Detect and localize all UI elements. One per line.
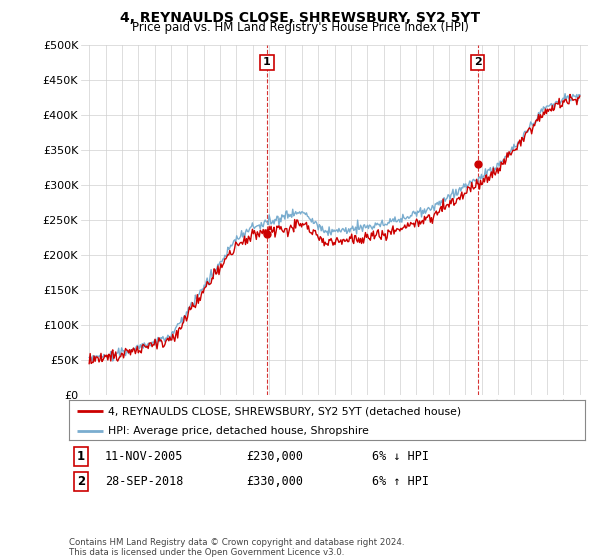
Text: 2: 2 <box>474 57 481 67</box>
Text: Contains HM Land Registry data © Crown copyright and database right 2024.
This d: Contains HM Land Registry data © Crown c… <box>69 538 404 557</box>
Text: 1: 1 <box>77 450 85 463</box>
Text: Price paid vs. HM Land Registry's House Price Index (HPI): Price paid vs. HM Land Registry's House … <box>131 21 469 34</box>
Text: 11-NOV-2005: 11-NOV-2005 <box>105 450 184 463</box>
Text: 28-SEP-2018: 28-SEP-2018 <box>105 475 184 488</box>
Text: 6% ↓ HPI: 6% ↓ HPI <box>372 450 429 463</box>
Text: 6% ↑ HPI: 6% ↑ HPI <box>372 475 429 488</box>
Text: 4, REYNAULDS CLOSE, SHREWSBURY, SY2 5YT: 4, REYNAULDS CLOSE, SHREWSBURY, SY2 5YT <box>120 11 480 25</box>
Text: HPI: Average price, detached house, Shropshire: HPI: Average price, detached house, Shro… <box>108 426 368 436</box>
Text: £230,000: £230,000 <box>246 450 303 463</box>
Text: 2: 2 <box>77 475 85 488</box>
Text: 1: 1 <box>263 57 271 67</box>
Point <box>473 160 482 169</box>
Text: 4, REYNAULDS CLOSE, SHREWSBURY, SY2 5YT (detached house): 4, REYNAULDS CLOSE, SHREWSBURY, SY2 5YT … <box>108 407 461 417</box>
Text: £330,000: £330,000 <box>246 475 303 488</box>
Point <box>262 230 272 239</box>
